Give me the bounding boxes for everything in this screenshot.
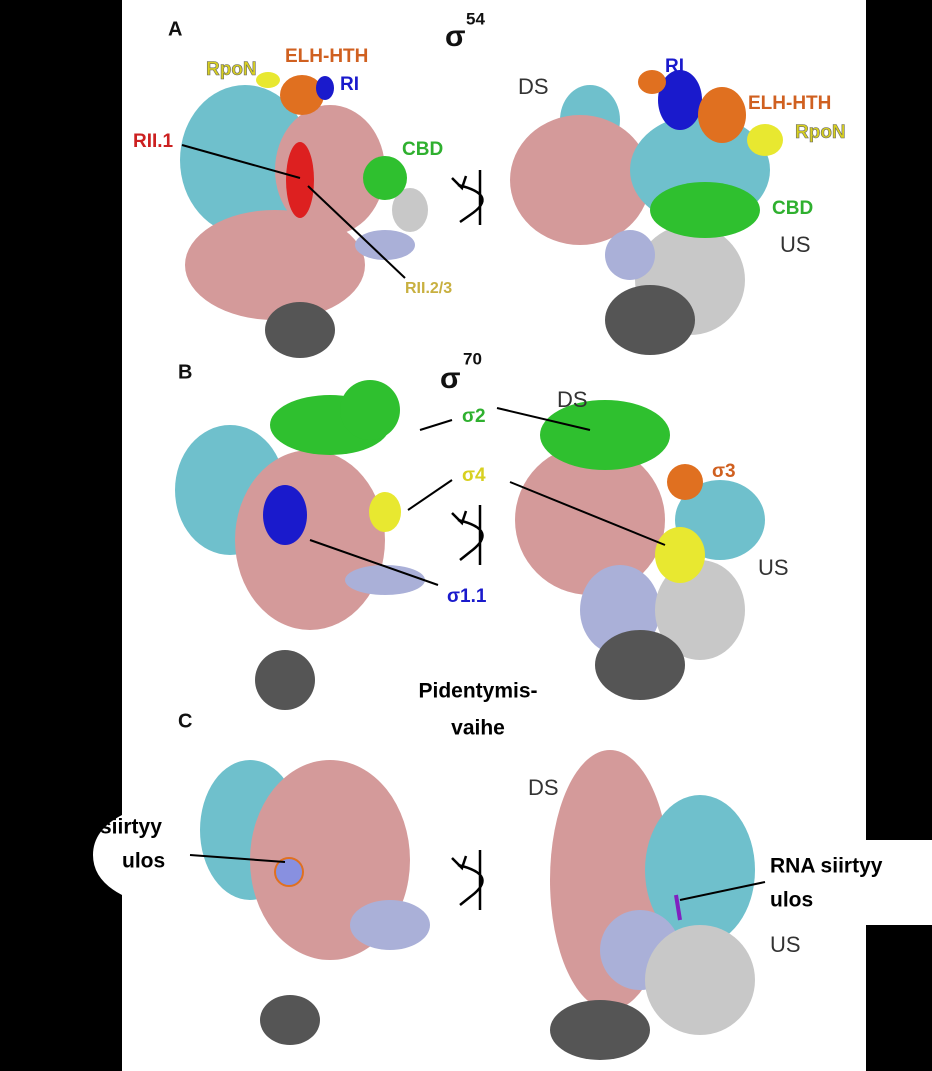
phase-label: vaihe xyxy=(451,717,505,740)
label-ds: DS xyxy=(518,74,549,99)
label-ds: DS xyxy=(557,387,588,412)
right-note: ulos xyxy=(770,889,813,912)
right-note-box xyxy=(760,840,932,925)
label-cbd: CBD xyxy=(772,198,813,219)
rotation-icons xyxy=(451,170,484,910)
left-note-bubble xyxy=(93,815,130,895)
label-rpon: RpoN xyxy=(206,59,257,80)
sigma-number: 54 xyxy=(466,9,485,28)
structure-c-left xyxy=(200,760,430,1045)
left-note: ulos xyxy=(122,850,165,873)
label-rii1: RII.1 xyxy=(133,131,174,152)
panel-letter: B xyxy=(178,361,192,383)
label-sigma4: σ4 xyxy=(462,465,486,486)
structure-a-right xyxy=(510,70,783,355)
sigma-symbol: σ xyxy=(440,362,461,395)
label-rii23: RII.2/3 xyxy=(405,280,452,297)
right-note: RNA siirtyy xyxy=(770,855,883,878)
phase-label: Pidentymis- xyxy=(418,680,537,703)
sigma-number: 70 xyxy=(463,349,482,368)
left-note: siirtyy xyxy=(100,816,162,839)
sigma-symbol: σ xyxy=(445,20,466,53)
structure-b-right xyxy=(515,400,765,700)
label-us: US xyxy=(780,232,811,257)
structure-c-right xyxy=(550,750,755,1060)
label-sigma2: σ2 xyxy=(462,406,486,427)
panel-letter: A xyxy=(168,18,182,40)
label-us: US xyxy=(770,932,801,957)
structure-a-left xyxy=(180,72,428,358)
label-ds: DS xyxy=(528,775,559,800)
label-elh-hth: ELH-HTH xyxy=(748,93,831,114)
label-cbd: CBD xyxy=(402,139,443,160)
label-sigma11: σ1.1 xyxy=(447,586,487,607)
pointer-lines xyxy=(181,144,766,901)
label-rpon: RpoN xyxy=(795,122,846,143)
label-elh-hth: ELH-HTH xyxy=(285,46,368,67)
label-ri: RI xyxy=(665,56,684,77)
label-sigma3: σ3 xyxy=(712,461,736,482)
label-us: US xyxy=(758,555,789,580)
panel-letter: C xyxy=(178,710,192,732)
label-ri: RI xyxy=(340,74,359,95)
